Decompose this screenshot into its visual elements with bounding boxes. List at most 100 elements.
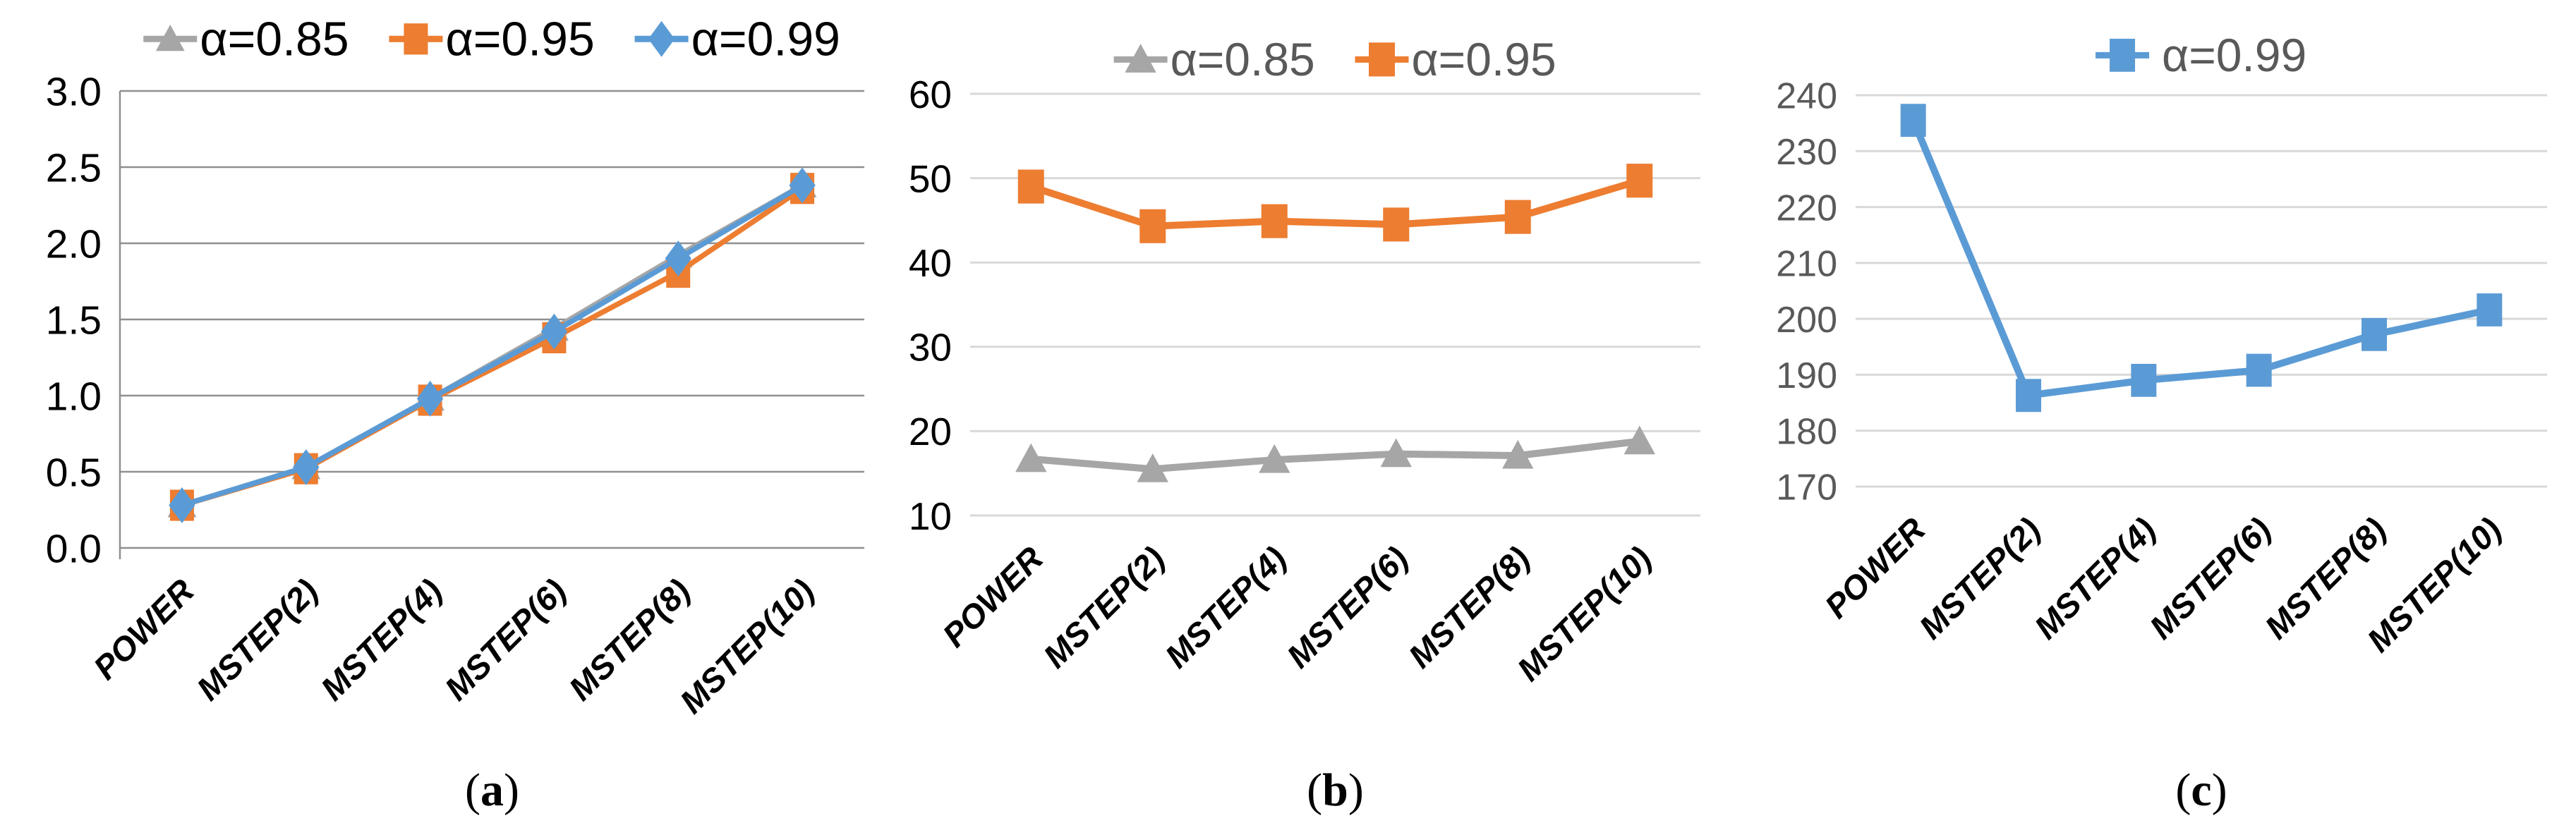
series-line-α=0.95	[1027, 177, 1643, 230]
series-line-α=0.85	[179, 183, 805, 508]
data-point	[2016, 379, 2041, 413]
legend-square-icon	[404, 23, 428, 55]
legend-item: α=0.95	[1355, 33, 1556, 85]
legend-label: α=0.85	[200, 12, 349, 66]
x-tick-label: MSTEP(2)	[1911, 511, 2048, 647]
data-point	[1261, 204, 1288, 238]
chart-c-svg: 240230220210200190180170POWERMSTEP(2)MST…	[1776, 29, 2547, 816]
data-point	[1015, 443, 1047, 472]
data-point	[665, 240, 691, 277]
panel-caption: (c)	[2175, 764, 2227, 816]
y-tick-label: 30	[909, 326, 952, 370]
x-tick-label: POWER	[86, 572, 201, 687]
y-tick-label: 10	[909, 494, 952, 538]
legend-label: α=0.99	[2162, 29, 2306, 81]
y-tick-label: 0.5	[46, 451, 102, 496]
data-point	[1900, 104, 1926, 138]
y-tick-label: 220	[1776, 188, 1837, 228]
data-point	[540, 313, 568, 350]
y-tick-label: 2.0	[46, 222, 102, 267]
data-point	[416, 380, 444, 417]
data-point	[169, 487, 195, 524]
x-tick-label-group: MSTEP(2)	[189, 572, 325, 708]
legend-item: α=0.95	[389, 12, 595, 66]
x-tick-label-group: MSTEP(2)	[1911, 511, 2048, 647]
data-point	[2246, 353, 2272, 387]
x-tick-label: MSTEP(2)	[189, 572, 325, 708]
chart-panel-b: 60 50 40 30 20 10 POWER MSTEP(2) MSTEP(4) MSTEP(6…	[882, 0, 1715, 830]
x-tick-label-group: MSTEP(6)	[437, 572, 574, 708]
y-tick-label: 200	[1776, 300, 1837, 341]
x-tick-label-group: POWER	[86, 572, 201, 687]
data-point	[1626, 164, 1653, 198]
chart-b-svg: 60 50 40 30 20 10POWERMSTEP(2)MSTEP(4)MSTEP(6…	[909, 33, 1700, 816]
y-tick-label: 50	[909, 157, 952, 200]
chart-panel-a: 3.0 2.5 2.0 1.5 1.0 0.5 0.0 POWER MSTEP(2) MSTEP(…	[0, 0, 882, 830]
y-tick-label: 2.5	[46, 146, 102, 191]
legend-item: α=0.99	[2096, 29, 2306, 81]
y-tick-label: 1.0	[46, 374, 102, 420]
legend-square-icon	[1369, 42, 1395, 77]
x-tick-label-group: MSTEP(4)	[313, 572, 449, 708]
panel-caption: (b)	[1307, 764, 1364, 816]
data-point	[1017, 169, 1044, 204]
y-tick-label: 180	[1776, 411, 1837, 452]
x-tick-label-group: MSTEP(2)	[1036, 539, 1172, 676]
y-tick-label: 40	[909, 241, 952, 285]
panel-caption: (a)	[465, 764, 519, 816]
x-tick-label-group: MSTEP(6)	[1279, 539, 1415, 676]
series-line-α=0.99	[179, 183, 805, 508]
x-tick-label-group: MSTEP(4)	[2027, 511, 2163, 647]
legend-label: α=0.95	[1412, 33, 1556, 85]
x-tick-label-group: MSTEP(6)	[2142, 511, 2278, 647]
x-tick-label: MSTEP(10)	[672, 572, 821, 721]
data-point	[1259, 444, 1290, 473]
legend-item: α=0.85	[1113, 33, 1315, 85]
y-tick-label: 60	[909, 73, 952, 116]
x-tick-label: MSTEP(4)	[2027, 511, 2163, 647]
chart-panel-c: 240 230 220 210 200 190 180 170 POWER MSTEP(2) MST…	[1715, 0, 2576, 830]
x-tick-label: MSTEP(4)	[1158, 539, 1294, 676]
data-point	[1137, 453, 1168, 482]
legend-square-icon	[2110, 38, 2136, 72]
y-tick-label: 0.0	[46, 527, 102, 572]
x-tick-label-group: MSTEP(10)	[672, 572, 821, 721]
data-point	[293, 449, 320, 486]
y-tick-label: 230	[1776, 132, 1837, 173]
series-line-α=0.85	[1027, 437, 1643, 473]
legend-label: α=0.85	[1171, 33, 1315, 85]
x-tick-label: POWER	[935, 539, 1050, 654]
series-line-α=0.99	[1909, 116, 2493, 399]
y-tick-label: 240	[1776, 76, 1837, 117]
data-point	[1623, 425, 1655, 455]
x-tick-label: POWER	[1818, 511, 1933, 625]
y-tick-label: 1.5	[46, 298, 102, 343]
chart-a-svg: 3.02.52.01.51.00.50.0POWERMSTEP(2)MSTEP(…	[46, 12, 864, 816]
y-tick-label: 3.0	[46, 70, 102, 115]
y-tick-label: 20	[909, 410, 952, 453]
legend-item: α=0.99	[634, 12, 840, 66]
data-point	[789, 167, 816, 204]
data-point	[1504, 200, 1531, 234]
x-tick-label: MSTEP(6)	[2142, 511, 2278, 647]
x-tick-label: MSTEP(6)	[437, 572, 574, 708]
x-tick-label-group: POWER	[1818, 511, 1933, 625]
legend-diamond-icon	[648, 20, 675, 57]
data-point	[1139, 209, 1166, 243]
y-tick-label: 210	[1776, 244, 1837, 285]
x-tick-label: MSTEP(8)	[562, 572, 698, 708]
y-tick-label: 170	[1776, 468, 1837, 508]
legend-item: α=0.85	[143, 12, 349, 66]
data-point	[2477, 293, 2503, 326]
y-tick-label: 190	[1776, 355, 1837, 396]
data-point	[1383, 207, 1410, 242]
x-tick-label-group: MSTEP(4)	[1158, 539, 1294, 676]
x-tick-label: MSTEP(6)	[1279, 539, 1415, 676]
data-point	[1502, 439, 1534, 469]
x-tick-label: MSTEP(2)	[1036, 539, 1172, 676]
x-tick-label-group: MSTEP(8)	[562, 572, 698, 708]
legend-triangle-icon	[155, 24, 185, 51]
legend-triangle-icon	[1125, 44, 1156, 73]
legend-label: α=0.99	[691, 12, 840, 66]
